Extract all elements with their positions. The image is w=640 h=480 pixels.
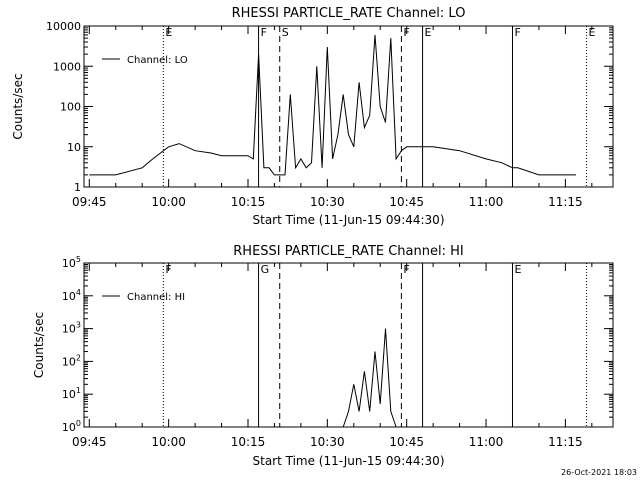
footer-timestamp: 26-Oct-2021 18:03: [561, 468, 637, 477]
x-axis-label: Start Time (11-Jun-15 09:44:30): [253, 213, 445, 227]
x-tick-label: 10:30: [310, 195, 345, 209]
event-marker-label: F: [514, 26, 520, 39]
x-tick-label: 10:15: [231, 195, 266, 209]
chart-title: RHESSI PARTICLE_RATE Channel: LO: [232, 6, 466, 21]
y-tick-label: 10000: [46, 20, 81, 33]
x-tick-label: 11:00: [469, 195, 504, 209]
event-marker-label: E: [165, 26, 172, 39]
y-tick-label: 105: [62, 255, 81, 270]
y-tick-label: 10: [67, 141, 81, 154]
event-marker-label: F: [403, 263, 409, 276]
y-tick-label: 1000: [53, 60, 81, 73]
x-tick-label: 11:15: [548, 195, 583, 209]
y-axis-label: Counts/sec: [11, 73, 25, 139]
legend-label: Channel: HI: [127, 292, 185, 303]
event-marker-label: E: [514, 263, 521, 276]
event-marker-label: G: [261, 263, 270, 276]
y-tick-label: 102: [62, 353, 81, 368]
x-tick-label: 10:45: [389, 195, 424, 209]
y-tick-label: 1: [74, 181, 81, 194]
x-tick-label: 10:15: [231, 435, 266, 449]
x-tick-label: 11:00: [469, 435, 504, 449]
x-tick-label: 09:45: [72, 195, 107, 209]
series-line: [342, 328, 397, 428]
x-tick-label: 10:00: [151, 435, 186, 449]
x-axis-label: Start Time (11-Jun-15 09:44:30): [253, 454, 445, 468]
x-tick-label: 10:45: [389, 435, 424, 449]
series-line: [89, 34, 576, 176]
legend-label: Channel: LO: [127, 55, 188, 66]
event-marker-label: F: [165, 263, 171, 276]
x-tick-label: 09:45: [72, 435, 107, 449]
event-marker-label: F: [403, 26, 409, 39]
x-tick-label: 10:30: [310, 435, 345, 449]
chart-title: RHESSI PARTICLE_RATE Channel: HI: [233, 244, 463, 259]
event-marker-label: F: [261, 26, 267, 39]
event-marker-label: E: [425, 26, 432, 39]
event-marker-label: S: [282, 26, 289, 39]
y-tick-label: 103: [62, 321, 81, 336]
x-tick-label: 10:00: [151, 195, 186, 209]
y-tick-label: 101: [62, 386, 81, 401]
event-marker-label: E: [589, 26, 596, 39]
y-tick-label: 100: [62, 419, 81, 434]
x-tick-label: 11:15: [548, 435, 583, 449]
y-tick-label: 104: [62, 288, 81, 303]
y-tick-label: 100: [60, 101, 81, 114]
plot-frame: [83, 262, 614, 428]
y-axis-label: Counts/sec: [32, 312, 46, 378]
